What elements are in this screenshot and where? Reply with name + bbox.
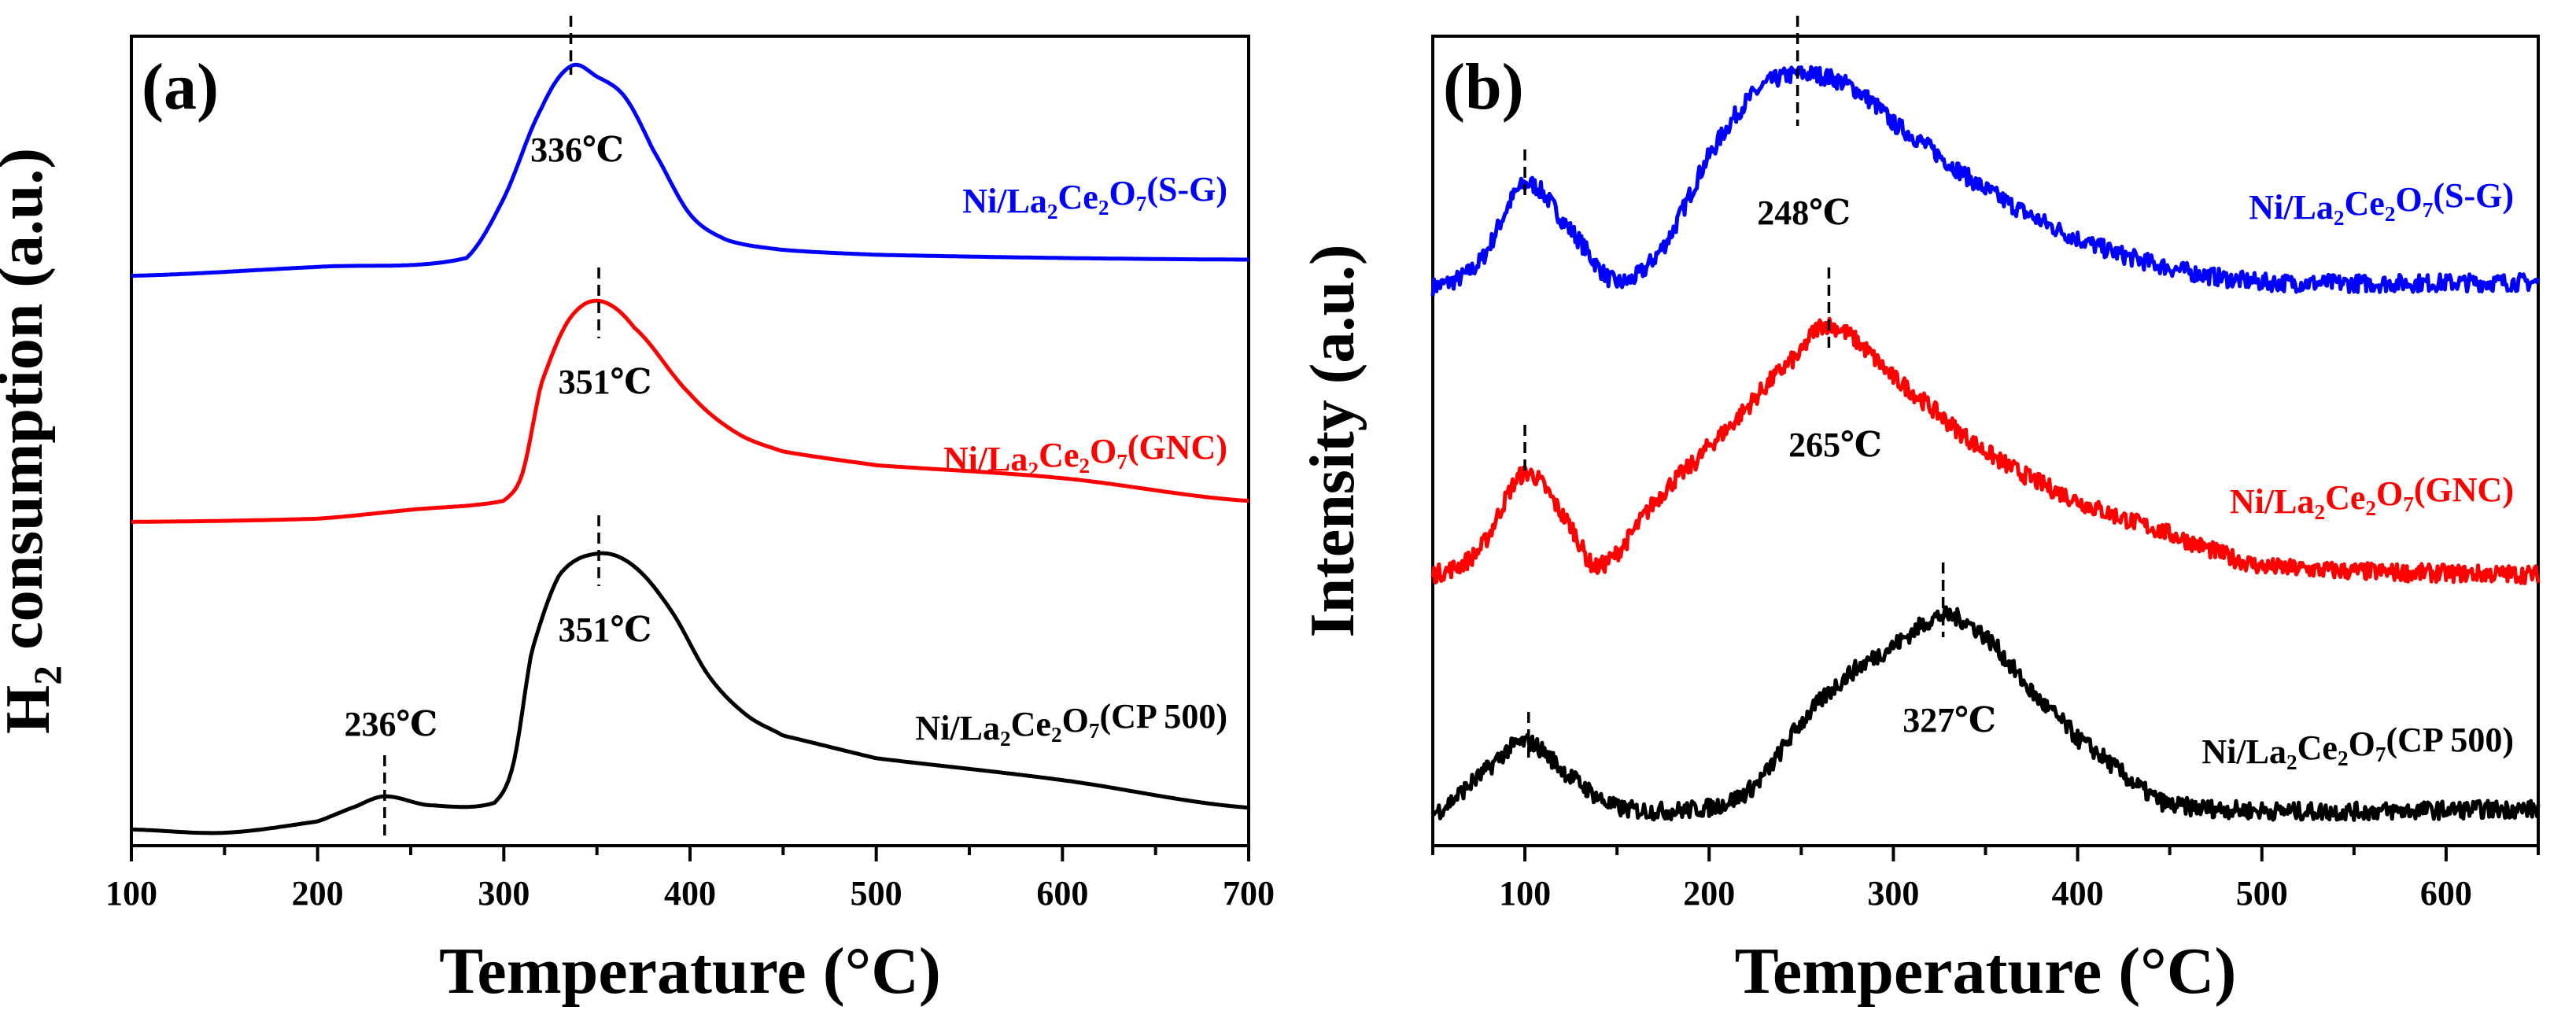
series-line [131, 298, 1249, 524]
series-name-label: Ni/La2Ce2O7(CP 500) [2201, 721, 2514, 774]
peak-annotation: 351℃ [559, 610, 652, 649]
peak-annotation: 248℃ [1757, 194, 1851, 232]
series-name-label: Ni/La2Ce2O7(GNC) [2230, 470, 2514, 524]
x-tick-label: 100 [105, 874, 157, 913]
panel-a: 100 200 300 400 500 600 700 Temperature (°C) H2 … [0, 16, 1275, 1008]
x-tick-label: 200 [292, 874, 344, 913]
peak-annotation: 336℃ [530, 131, 624, 169]
x-axis-label: Temperature (°C) [439, 935, 941, 1008]
x-tick-label: 600 [2420, 874, 2472, 913]
x-tick-label: 300 [478, 874, 530, 913]
x-tick-label: 600 [1036, 874, 1088, 913]
x-tick-label: 200 [1683, 874, 1735, 913]
panel-label: (b) [1443, 50, 1524, 124]
x-axis-label: Temperature (°C) [1735, 935, 2237, 1008]
peak-annotation: 327℃ [1902, 701, 1996, 739]
series-name-label: Ni/La2Ce2O7(S-G) [962, 170, 1227, 223]
y-axis-label: H2 consumption (a.u.) [0, 148, 69, 734]
x-tick-label: 700 [1223, 874, 1275, 913]
x-tick-label: 400 [2052, 874, 2104, 913]
series-name-label: Ni/La2Ce2O7(S-G) [2249, 176, 2514, 230]
x-tick-label: 400 [664, 874, 716, 913]
peak-annotation: 236℃ [344, 705, 437, 743]
peak-annotation: 265℃ [1788, 426, 1882, 464]
series-name-label: Ni/La2Ce2O7(CP 500) [915, 697, 1227, 751]
x-tick-label: 500 [2236, 874, 2288, 913]
panel-label: (a) [142, 50, 219, 124]
series-line [131, 551, 1249, 835]
x-tick-label: 500 [851, 874, 902, 913]
peak-annotation: 351℃ [559, 363, 652, 401]
series-line [1430, 316, 2541, 585]
y-axis-label: Intensity (a.u.) [1298, 244, 1367, 637]
series-line [1430, 605, 2541, 822]
x-tick-label: 100 [1499, 874, 1551, 913]
series-line [131, 62, 1249, 278]
panel-b: 100 200 300 400 500 600 Temperature (°C) Intens… [1298, 16, 2541, 1008]
series-name-label: Ni/La2Ce2O7(GNC) [943, 428, 1227, 481]
series-line [1430, 65, 2541, 297]
x-tick-label: 300 [1867, 874, 1919, 913]
